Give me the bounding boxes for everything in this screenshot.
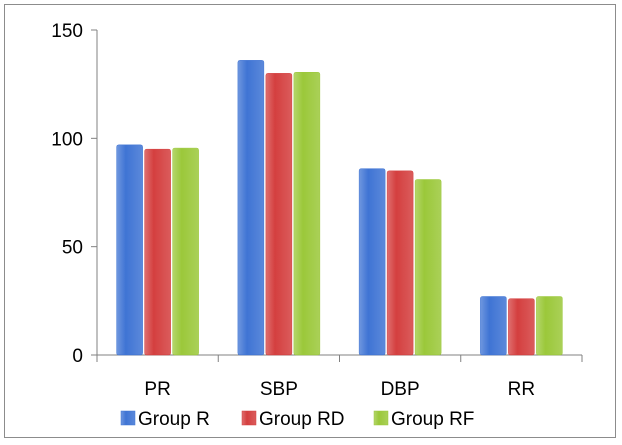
legend-swatch [241,410,257,426]
bar-rr-group-r [480,296,507,356]
x-tick-label: SBP [260,379,298,400]
legend-swatch [120,410,136,426]
bar-pr-group-rf [172,147,199,356]
bar-dbp-group-r [358,168,386,356]
y-tick-label: 100 [51,129,83,150]
x-tick-label: RR [508,379,535,400]
bar-pr-group-rd [144,148,171,356]
bar-rr-group-rd [508,298,535,356]
bar-pr-group-r [116,144,143,356]
legend-label: Group RD [259,409,345,430]
chart-bars [116,60,563,356]
bar-sbp-group-r [237,60,265,356]
bar-sbp-group-rf [293,72,321,356]
x-tick-label: DBP [381,379,420,400]
legend-label: Group R [138,409,210,430]
chart-legend: Group R Group RD Group RF [120,409,474,430]
x-tick-label: PR [144,379,170,400]
y-tick-label: 0 [72,346,83,367]
y-tick-label: 150 [51,21,83,42]
bar-dbp-group-rd [386,170,414,356]
y-tick-label: 50 [62,238,83,259]
bar-sbp-group-rd [265,73,293,356]
bar-rr-group-rf [536,296,563,356]
legend-swatch [373,410,389,426]
bar-dbp-group-rf [414,179,442,356]
chart-labels: 0 50 100 150 PR SBP DBP RR [51,21,535,400]
legend-label: Group RF [391,409,474,430]
